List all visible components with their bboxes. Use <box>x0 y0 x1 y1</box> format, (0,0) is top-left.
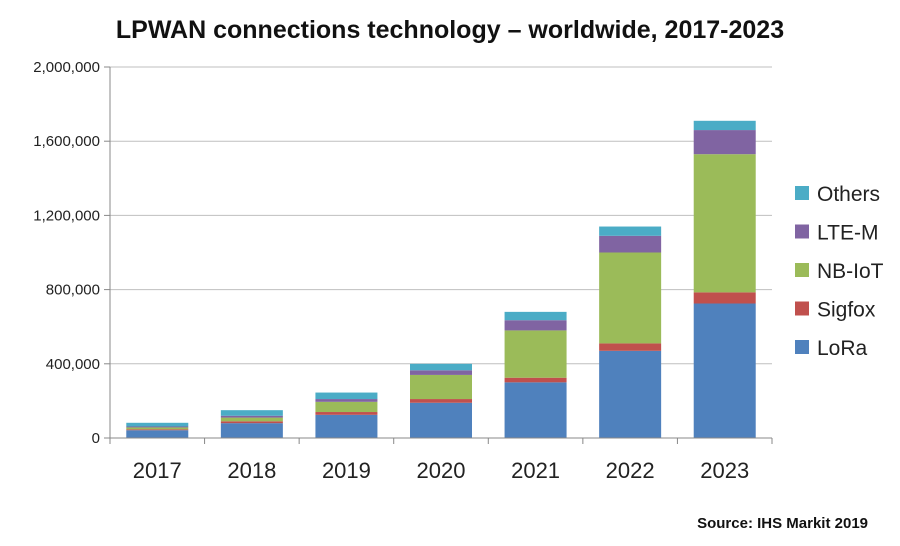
bar-segment-lora-2017 <box>126 430 189 438</box>
bar-segment-sigfox-2019 <box>315 412 378 415</box>
bars <box>126 120 756 438</box>
bar-segment-lte-m-2022 <box>599 235 662 253</box>
legend-swatch-lora <box>795 340 809 354</box>
bar-segment-nb-iot-2022 <box>599 252 662 344</box>
bar-segment-nb-iot-2021 <box>504 330 567 378</box>
chart-title: LPWAN connections technology – worldwide… <box>116 16 784 44</box>
y-tick-label: 2,000,000 <box>33 59 100 76</box>
bar-segment-sigfox-2023 <box>693 292 756 304</box>
bar-segment-lte-m-2021 <box>504 320 567 331</box>
y-tick-label: 1,600,000 <box>33 133 100 150</box>
bar-segment-sigfox-2020 <box>410 399 472 403</box>
legend-swatch-others <box>795 186 809 200</box>
bar-segment-sigfox-2022 <box>599 343 662 351</box>
bar-segment-others-2018 <box>220 410 283 416</box>
legend-label-sigfox: Sigfox <box>817 299 876 322</box>
bar-segment-lte-m-2020 <box>410 370 472 375</box>
bar-segment-others-2019 <box>315 392 378 400</box>
x-tick-label: 2023 <box>700 458 749 483</box>
x-tick-label: 2018 <box>227 458 276 483</box>
legend-label-nb-iot: NB-IoT <box>817 260 884 283</box>
x-tick-label: 2020 <box>417 458 466 483</box>
bar-segment-lora-2022 <box>599 350 662 438</box>
y-tick-label: 0 <box>92 430 100 447</box>
y-tick-label: 800,000 <box>46 282 100 299</box>
bar-segment-others-2021 <box>504 311 567 321</box>
bar-segment-others-2023 <box>693 120 756 131</box>
legend-swatch-sigfox <box>795 301 809 316</box>
bar-segment-lte-m-2019 <box>315 399 378 402</box>
gridlines <box>110 66 772 365</box>
source-label: Source: IHS Markit 2019 <box>697 515 868 532</box>
bar-segment-lte-m-2023 <box>693 130 756 155</box>
bar-segment-nb-iot-2020 <box>410 374 472 400</box>
bar-segment-sigfox-2018 <box>220 421 283 424</box>
legend: Others LTE-M NB-IoT Sigfox LoRa <box>795 183 884 360</box>
bar-segment-lte-m-2018 <box>220 415 283 418</box>
bar-segment-lora-2020 <box>410 402 472 438</box>
bar-segment-lora-2021 <box>504 382 567 438</box>
bar-segment-nb-iot-2023 <box>693 154 756 293</box>
y-tick-label: 400,000 <box>46 356 100 373</box>
x-tick-label: 2022 <box>606 458 655 483</box>
bar-segment-nb-iot-2018 <box>220 417 283 422</box>
bar-segment-others-2022 <box>599 226 662 236</box>
bar-segment-lora-2018 <box>220 423 283 438</box>
x-tick-label: 2019 <box>322 458 371 483</box>
bar-segment-others-2020 <box>410 363 472 371</box>
bar-segment-sigfox-2017 <box>126 429 189 431</box>
legend-label-others: Others <box>817 183 880 206</box>
y-tick-label: 1,200,000 <box>33 207 100 224</box>
bar-segment-nb-iot-2017 <box>126 427 189 430</box>
x-tick-label: 2017 <box>133 458 182 483</box>
legend-swatch-lte-m <box>795 224 809 239</box>
legend-swatch-nb-iot <box>795 263 809 277</box>
bar-segment-lora-2019 <box>315 414 378 438</box>
bar-segment-nb-iot-2019 <box>315 401 378 413</box>
legend-label-lte-m: LTE-M <box>817 222 878 245</box>
x-tick-label: 2021 <box>511 458 560 483</box>
bar-segment-lora-2023 <box>693 303 756 438</box>
bar-segment-sigfox-2021 <box>504 377 567 383</box>
axes: 0 400,000 800,000 1,200,000 1,600,000 2,000,0… <box>33 59 773 483</box>
bar-segment-others-2017 <box>126 422 189 427</box>
bar-segment-lte-m-2017 <box>126 426 189 428</box>
legend-label-lora: LoRa <box>817 337 868 360</box>
